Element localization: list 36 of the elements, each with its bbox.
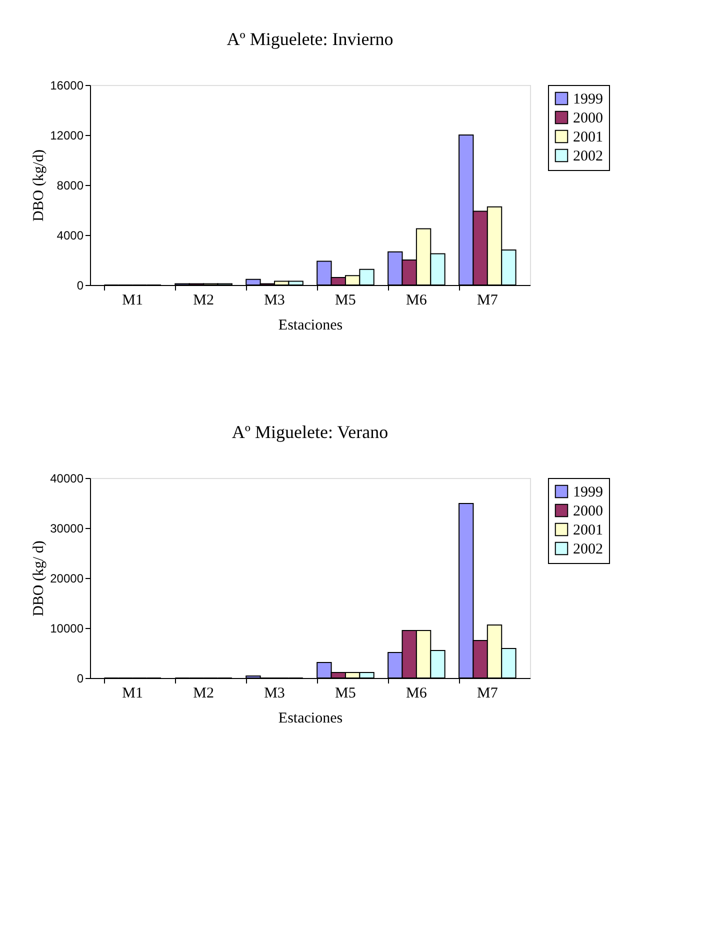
- x-tick-label: M1: [122, 686, 144, 702]
- x-tick-label: M2: [193, 686, 214, 702]
- chart-title: Aº Miguelete: Invierno: [226, 29, 394, 49]
- y-tick-label: 8000: [56, 178, 84, 192]
- y-tick-label: 0: [76, 278, 84, 292]
- x-tick-label: M7: [476, 292, 498, 308]
- x-tick-label: M5: [335, 292, 356, 308]
- legend-label: 2002: [573, 542, 603, 558]
- y-tick-label: 10000: [50, 622, 84, 636]
- x-tick-label: M6: [406, 292, 428, 308]
- y-tick-label: 16000: [50, 78, 84, 92]
- chart-title: Aº Miguelete: Verano: [232, 422, 388, 442]
- y-tick-label: 40000: [50, 472, 84, 486]
- x-tick-label: M2: [193, 292, 214, 308]
- x-tick-label: M1: [122, 292, 144, 308]
- y-tick-label: 4000: [56, 228, 84, 242]
- x-axis-title: Estaciones: [278, 710, 343, 726]
- x-tick-label: M7: [476, 686, 498, 702]
- legend-label: 2000: [573, 110, 603, 126]
- y-tick-label: 30000: [50, 522, 84, 536]
- legend-label: 1999: [573, 484, 603, 500]
- legend-label: 1999: [573, 92, 603, 108]
- y-tick-label: 20000: [50, 572, 84, 586]
- x-tick-label: M5: [335, 686, 356, 702]
- x-tick-label: M6: [406, 686, 428, 702]
- legend-label: 2001: [573, 130, 603, 146]
- legend-label: 2002: [573, 148, 603, 164]
- x-tick-label: M3: [264, 686, 285, 702]
- legend-label: 2000: [573, 504, 603, 520]
- x-tick-label: M3: [264, 292, 285, 308]
- y-tick-label: 12000: [50, 128, 84, 142]
- y-axis-title: DBO (kg/ d): [31, 540, 48, 616]
- x-axis-title: Estaciones: [278, 318, 343, 334]
- legend-label: 2001: [573, 522, 603, 538]
- y-axis-title: DBO (kg/d): [31, 149, 48, 222]
- y-tick-label: 0: [76, 672, 84, 686]
